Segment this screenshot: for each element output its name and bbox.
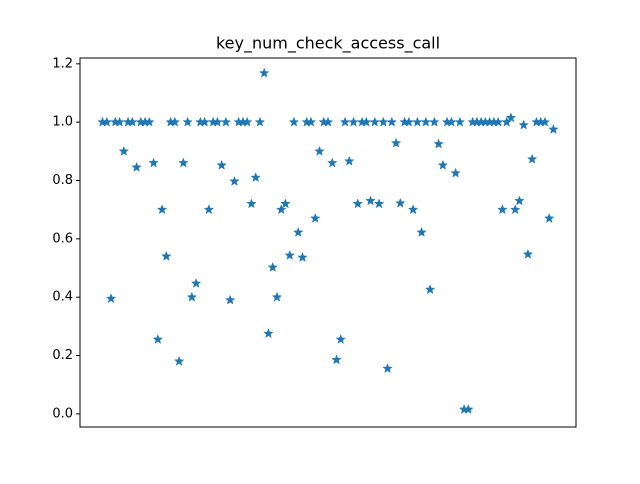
point [463, 403, 474, 414]
point [271, 291, 283, 302]
point [454, 116, 466, 127]
point [450, 167, 461, 178]
point [395, 197, 406, 208]
point [246, 198, 257, 209]
y-tick-label: 1.0 [52, 115, 73, 130]
point [182, 116, 193, 127]
point [263, 328, 274, 339]
point [348, 116, 359, 127]
point [352, 198, 364, 209]
y-tick-label: 0.0 [52, 406, 73, 421]
point [327, 157, 338, 168]
point [173, 355, 185, 366]
point [284, 249, 295, 260]
point [369, 116, 381, 127]
point [437, 159, 449, 170]
point [178, 157, 189, 168]
point [144, 116, 155, 127]
point [203, 204, 215, 215]
point [522, 248, 534, 259]
point [543, 212, 555, 223]
point [539, 116, 551, 127]
point [331, 354, 342, 365]
point [258, 67, 270, 78]
point [373, 198, 385, 209]
point [250, 172, 261, 183]
point [548, 123, 559, 134]
point [212, 116, 223, 127]
point [305, 116, 317, 127]
point [322, 116, 334, 127]
point [267, 261, 278, 272]
y-tick-label: 0.4 [52, 290, 73, 305]
point [220, 116, 232, 127]
point [131, 161, 142, 172]
point [378, 116, 389, 127]
point [156, 204, 168, 215]
point [344, 155, 355, 166]
chart-title: key_num_check_access_call [216, 34, 440, 54]
point [224, 294, 236, 305]
point [429, 116, 440, 127]
y-tick-label: 0.6 [52, 231, 73, 246]
point [280, 198, 291, 209]
point [314, 145, 325, 156]
point [292, 226, 304, 237]
plot-frame [79, 57, 577, 428]
point [186, 291, 198, 302]
point [339, 116, 351, 127]
point [386, 116, 398, 127]
point [161, 250, 172, 261]
point [433, 138, 444, 149]
point [148, 157, 159, 168]
point [492, 116, 504, 127]
point [127, 116, 138, 127]
point [403, 116, 415, 127]
point [101, 116, 113, 127]
point [118, 145, 130, 156]
point [509, 204, 521, 215]
point [241, 116, 253, 127]
point [229, 175, 240, 186]
point [105, 293, 117, 304]
y-tick-label: 0.8 [52, 173, 73, 188]
point [335, 333, 347, 344]
point [505, 112, 517, 123]
point [254, 116, 266, 127]
point [216, 159, 227, 170]
point [309, 212, 321, 223]
point [446, 116, 457, 127]
point [199, 116, 210, 127]
point [152, 333, 164, 344]
point [365, 195, 376, 206]
point [407, 204, 419, 215]
point [497, 204, 508, 215]
point [190, 277, 202, 288]
point [275, 204, 287, 215]
point [424, 284, 436, 295]
point [169, 116, 181, 127]
point [114, 116, 125, 127]
point [514, 195, 525, 206]
point [526, 153, 538, 164]
point [390, 137, 402, 148]
point [361, 116, 372, 127]
point [382, 363, 393, 374]
point [416, 226, 427, 237]
point [420, 116, 432, 127]
point [518, 119, 529, 130]
point [297, 252, 308, 262]
y-tick-label: 0.2 [52, 348, 73, 363]
point [288, 116, 300, 127]
point [412, 116, 423, 127]
y-tick-label: 1.2 [52, 56, 73, 71]
